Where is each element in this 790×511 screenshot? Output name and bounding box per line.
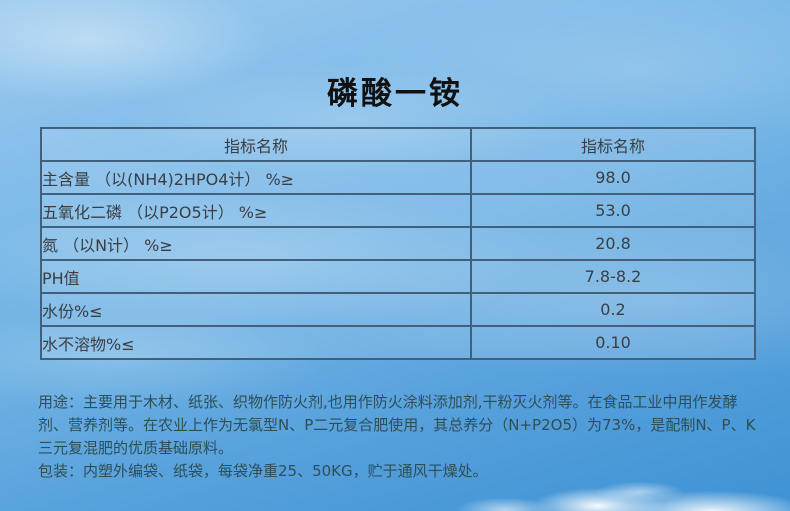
spec-value-insoluble: 0.10: [470, 325, 756, 360]
table-header-value: 指标名称: [470, 127, 756, 162]
product-description: 用途：主要用于木材、纸张、织物作防火剂,也用作防火涂料添加剂,干粉灭火剂等。在食…: [38, 391, 756, 483]
table-header-indicator: 指标名称: [40, 127, 472, 162]
spec-label-moisture: 水份%≤: [40, 292, 472, 327]
table-header-row: 指标名称 指标名称: [40, 127, 756, 162]
table-row: 氮 （以N计） %≥ 20.8: [40, 226, 756, 261]
spec-label-main-content: 主含量 （以(NH4)2HPO4计） %≥: [40, 160, 472, 195]
table-row: 水份%≤ 0.2: [40, 292, 756, 327]
spec-label-p2o5: 五氧化二磷 （以P2O5计） %≥: [40, 193, 472, 228]
spec-value-p2o5: 53.0: [470, 193, 756, 228]
spec-value-nitrogen: 20.8: [470, 226, 756, 261]
spec-value-ph: 7.8-8.2: [470, 259, 756, 294]
page-title: 磷酸一铵: [327, 76, 463, 112]
spec-value-main-content: 98.0: [470, 160, 756, 195]
table-row: 五氧化二磷 （以P2O5计） %≥ 53.0: [40, 193, 756, 228]
spec-value-moisture: 0.2: [470, 292, 756, 327]
table-row: 主含量 （以(NH4)2HPO4计） %≥ 98.0: [40, 160, 756, 195]
table-row: 水不溶物%≤ 0.10: [40, 325, 756, 360]
packaging-paragraph: 包装：内塑外编袋、纸袋，每袋净重25、50KG，贮于通风干燥处。: [38, 462, 488, 480]
spec-label-insoluble: 水不溶物%≤: [40, 325, 472, 360]
spec-label-nitrogen: 氮 （以N计） %≥: [40, 226, 472, 261]
usage-paragraph: 用途：主要用于木材、纸张、织物作防火剂,也用作防火涂料添加剂,干粉灭火剂等。在食…: [38, 393, 756, 457]
spec-label-ph: PH值: [40, 259, 472, 294]
spec-table: 指标名称 指标名称 主含量 （以(NH4)2HPO4计） %≥ 98.0 五氧化…: [40, 127, 756, 360]
table-row: PH值 7.8-8.2: [40, 259, 756, 294]
